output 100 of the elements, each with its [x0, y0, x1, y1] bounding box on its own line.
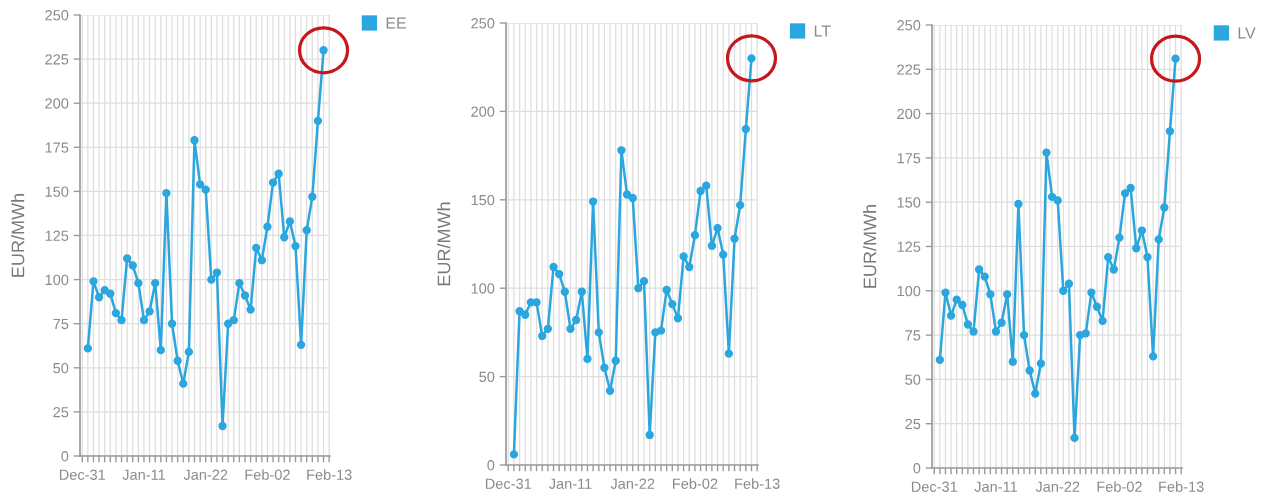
point — [235, 278, 244, 288]
point — [634, 284, 643, 293]
point — [588, 197, 598, 206]
y-tick-label: 50 — [905, 374, 921, 385]
x-tick-label: Feb-02 — [245, 469, 290, 480]
point — [1014, 199, 1023, 209]
point — [555, 269, 564, 279]
x-tick-label: Jan-22 — [610, 478, 655, 489]
point — [1160, 203, 1169, 212]
point — [707, 241, 717, 250]
point — [605, 386, 615, 395]
y-tick-label: 0 — [487, 460, 495, 471]
point — [1064, 279, 1074, 288]
point — [538, 331, 547, 341]
point — [719, 250, 728, 259]
point — [656, 326, 666, 335]
y-tick-label: 75 — [905, 330, 921, 341]
x-tick-label: Feb-02 — [1097, 481, 1142, 492]
point — [184, 347, 194, 357]
y-axis-title: EUR/MWh — [437, 202, 451, 286]
point — [1053, 196, 1062, 205]
point — [639, 276, 649, 286]
point — [702, 181, 711, 190]
point — [509, 450, 519, 459]
point — [532, 298, 541, 307]
point — [679, 252, 688, 261]
point — [1104, 252, 1113, 262]
point — [1109, 265, 1118, 274]
point — [946, 311, 956, 320]
x-tick-label: Jan-11 — [122, 469, 166, 480]
point — [549, 262, 558, 272]
y-tick-label: 75 — [53, 318, 69, 330]
y-tick-label: 50 — [53, 362, 69, 374]
y-axis-title: EUR/MWh — [11, 194, 25, 277]
point — [600, 363, 609, 372]
point — [162, 188, 171, 198]
point — [145, 307, 154, 316]
point — [622, 190, 632, 199]
point — [179, 379, 188, 388]
point — [1120, 189, 1130, 198]
y-tick-label: 0 — [913, 463, 921, 474]
point — [991, 327, 1001, 336]
point — [935, 355, 945, 365]
point — [963, 320, 973, 329]
x-tick-label: Dec-31 — [59, 469, 106, 480]
point — [268, 178, 278, 187]
point — [617, 146, 626, 155]
x-tick-label: Jan-11 — [548, 478, 592, 489]
point — [611, 356, 620, 365]
point — [747, 54, 756, 63]
point — [1154, 235, 1163, 244]
point — [274, 169, 283, 178]
x-tick-label: Dec-31 — [485, 478, 532, 489]
point — [240, 291, 250, 300]
point — [117, 316, 126, 325]
point — [736, 200, 745, 210]
legend-label: EE — [386, 17, 406, 29]
point — [128, 261, 137, 270]
y-tick-label: 150 — [897, 197, 921, 208]
point — [1042, 148, 1051, 157]
point — [94, 293, 104, 302]
point — [1132, 244, 1141, 253]
point — [690, 230, 700, 240]
point — [1171, 54, 1180, 63]
point — [713, 223, 722, 233]
point — [1019, 330, 1029, 340]
x-tick-label: Jan-22 — [1035, 481, 1080, 492]
point — [151, 278, 160, 288]
y-tick-label: 200 — [471, 106, 495, 117]
point — [974, 265, 984, 274]
legend-label: LV — [1238, 27, 1256, 39]
point — [212, 268, 222, 277]
point — [515, 307, 524, 316]
point — [280, 233, 289, 242]
y-tick-label: 25 — [53, 407, 69, 418]
point — [285, 217, 295, 226]
point — [252, 243, 261, 253]
y-tick-label: 0 — [61, 451, 69, 462]
point — [89, 277, 98, 286]
point — [195, 180, 205, 189]
point — [980, 272, 989, 281]
y-tick-label: 25 — [905, 418, 921, 430]
point — [190, 136, 199, 145]
y-tick-label: 125 — [45, 230, 69, 241]
y-tick-label: 250 — [897, 20, 921, 31]
point — [566, 324, 575, 334]
y-tick-label: 225 — [45, 54, 69, 65]
point — [662, 285, 671, 295]
x-tick-label: Feb-13 — [735, 478, 780, 489]
point — [571, 315, 581, 325]
point — [296, 340, 306, 350]
point — [1126, 183, 1135, 193]
point — [1081, 329, 1090, 338]
x-tick-label: Feb-02 — [673, 478, 718, 489]
point — [173, 356, 182, 365]
point — [543, 324, 553, 334]
y-tick-label: 100 — [897, 285, 921, 297]
point — [628, 193, 637, 203]
y-axis-title: EUR/MWh — [863, 205, 877, 288]
point — [308, 192, 317, 201]
